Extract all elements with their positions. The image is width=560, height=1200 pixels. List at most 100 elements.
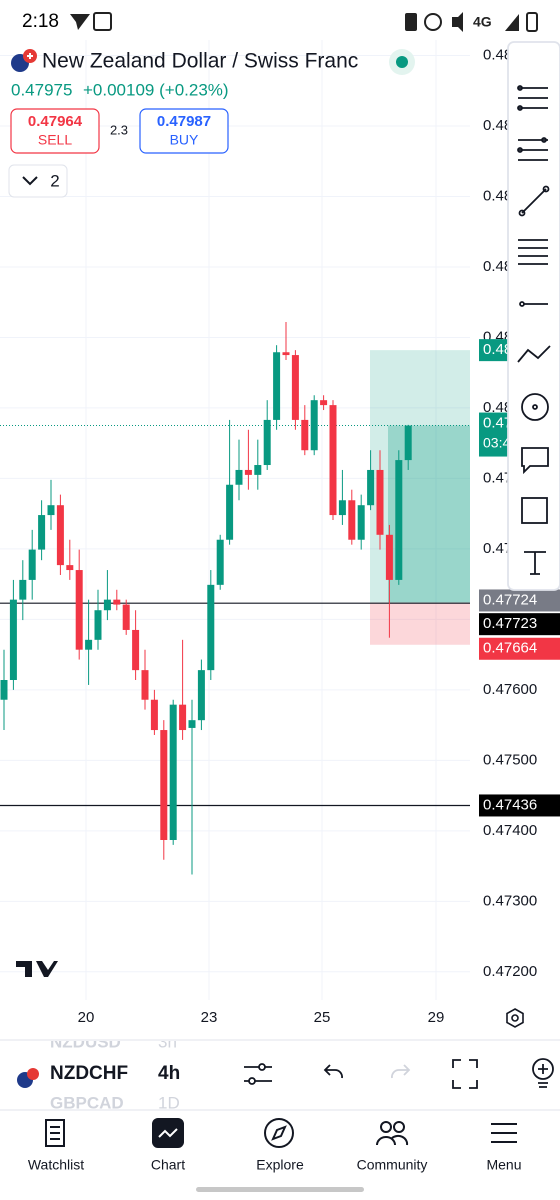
menu-icon[interactable] [491, 1123, 517, 1143]
interval-current[interactable]: 4h [158, 1063, 180, 1084]
trend-line-tool[interactable] [518, 185, 550, 217]
telegram-icon [70, 14, 90, 30]
y-tick-label: 0.47300 [483, 892, 537, 909]
buy-button[interactable] [139, 108, 229, 154]
flag-cross [27, 53, 33, 59]
status-bar: 2:18 4G [22, 11, 538, 32]
fullscreen-button[interactable] [452, 1059, 478, 1089]
home-indicator [196, 1187, 364, 1192]
buy-label: BUY [170, 132, 199, 148]
candle-body [310, 400, 318, 451]
candle-body [282, 352, 290, 356]
buy-price: 0.47987 [157, 113, 211, 130]
horizontal-ray-tool[interactable] [519, 301, 548, 307]
symbol-prev[interactable]: NZDUSD [50, 1032, 121, 1051]
layers-toggle[interactable] [8, 164, 68, 198]
candle-body [38, 515, 46, 550]
network-type: 4G [473, 14, 492, 30]
candle-body [132, 629, 140, 671]
symbol-title: New Zealand Dollar / Swiss Franc [42, 50, 358, 73]
symbol-current[interactable]: NZDCHF [50, 1063, 128, 1084]
nav-label[interactable]: Watchlist [28, 1157, 84, 1173]
candle-body [47, 505, 55, 516]
indicators-button[interactable] [244, 1066, 272, 1082]
candle-body [385, 534, 393, 580]
redo-button[interactable] [391, 1064, 411, 1079]
watchlist-icon[interactable] [45, 1119, 65, 1147]
candle-body [263, 419, 271, 466]
explore-icon[interactable] [264, 1118, 294, 1148]
sell-label: SELL [38, 132, 72, 148]
path-tool[interactable] [517, 345, 551, 363]
x-tick-label: 25 [314, 1009, 331, 1026]
mute-icon [452, 12, 463, 32]
interval-next: 1D [158, 1093, 180, 1112]
circle-tool[interactable] [521, 393, 549, 421]
text-tool[interactable] [524, 551, 546, 575]
pitchfork-tool[interactable] [517, 85, 548, 111]
candle-body [376, 469, 384, 535]
chevron [22, 176, 38, 186]
fib-tool[interactable] [517, 137, 548, 161]
alarm-icon [424, 13, 442, 31]
candle-body [188, 720, 196, 728]
chart: 0.47200 0.47300 0.47400 0.47500 0.47600 0.477… [0, 40, 560, 1026]
candle-body [19, 579, 27, 600]
clock: 2:18 [22, 11, 59, 32]
candle-body [235, 469, 243, 485]
rectangle-tool[interactable] [521, 497, 548, 524]
candle-body [9, 599, 17, 680]
line-label: 0.47436 [483, 796, 537, 813]
settings-dot [511, 1014, 519, 1022]
image-icon [93, 12, 112, 31]
candle-body [113, 599, 121, 605]
line-label-bg [479, 794, 560, 817]
y-tick-label: 0.47600 [483, 681, 537, 698]
candle-body [244, 469, 252, 475]
price-change: +0.00109 (+0.23%) [83, 80, 229, 99]
layers-count: 2 [50, 171, 59, 190]
signal-icon [505, 14, 519, 31]
symbol-bar: NZDUSD 3h GBPCAD 1D NZDCHF 4h [0, 1032, 560, 1112]
toolbar-bg [507, 41, 560, 591]
candle-body [28, 549, 36, 580]
nav-label[interactable]: Chart [151, 1157, 185, 1173]
undo-button[interactable] [323, 1064, 343, 1079]
x-tick-label: 20 [78, 1009, 95, 1026]
candle-body [320, 400, 328, 406]
callout-tool[interactable] [521, 447, 549, 475]
sell-button[interactable] [10, 108, 100, 154]
loss-zone [370, 602, 470, 645]
candle-body [94, 610, 102, 640]
spread: 2.3 [110, 122, 128, 137]
symbol-next[interactable]: GBPCAD [50, 1093, 124, 1112]
candle-body [150, 699, 158, 731]
nav-label[interactable]: Explore [256, 1157, 304, 1173]
drawing-toolbar [507, 41, 560, 591]
line-label: 0.47723 [483, 615, 537, 632]
battery-icon [526, 12, 538, 32]
x-tick-label: 29 [428, 1009, 445, 1026]
chart-settings[interactable] [506, 1008, 524, 1028]
y-tick-label: 0.47400 [483, 822, 537, 839]
candle-body [367, 469, 375, 506]
flag-ch-small [27, 1068, 39, 1080]
candle-body [207, 584, 215, 671]
stop-label-bg [479, 637, 560, 660]
candle-body [357, 505, 365, 540]
candle-body [254, 465, 262, 475]
nav-label[interactable]: Menu [486, 1157, 521, 1173]
community-icon[interactable] [380, 1121, 392, 1133]
lines-tool[interactable] [518, 239, 548, 265]
sell-price: 0.47964 [28, 113, 83, 130]
nav-label[interactable]: Community [357, 1157, 428, 1173]
entry-label: 0.47724 [483, 591, 537, 608]
candle-body [226, 484, 234, 540]
ideas-button[interactable] [532, 1058, 554, 1080]
stop-label: 0.47664 [483, 640, 537, 657]
interval-prev: 3h [158, 1032, 177, 1051]
candle-body [75, 570, 83, 650]
candle-body [103, 599, 111, 611]
